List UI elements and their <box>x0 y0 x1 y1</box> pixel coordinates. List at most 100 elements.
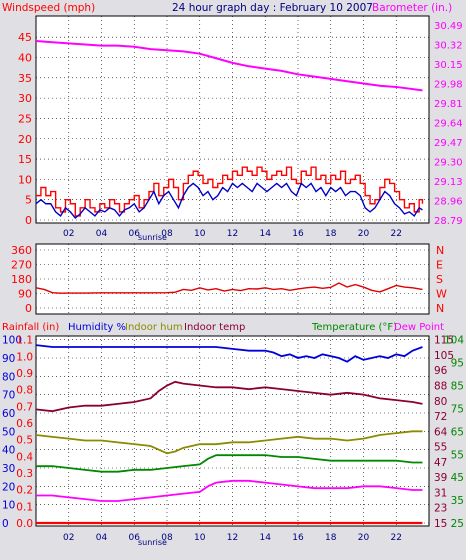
barometer-line <box>35 40 423 92</box>
rainfall-tick: 0.8 <box>16 385 33 397</box>
panel1-hour-labels: 02 04 06 08 10 12 14 16 18 20 22 <box>63 229 402 239</box>
hour-tick-label: 20 <box>358 533 370 543</box>
hour-tick-label: 14 <box>260 229 272 239</box>
wind-direction-grid <box>36 244 429 314</box>
humidity-tick: 30 <box>2 463 15 475</box>
hour-tick-label: 02 <box>63 229 74 239</box>
hour-tick-label: 06 <box>129 533 141 543</box>
wind-barometer-series <box>35 40 424 219</box>
humidity-temp-grid <box>36 336 429 526</box>
windspeed-tick: 5 <box>25 194 32 207</box>
indoor-temp-tick: 47 <box>434 457 447 469</box>
rainfall-tick: 0.4 <box>16 451 33 463</box>
temperature-line <box>36 454 423 473</box>
indoor-temp-tick: 39 <box>434 472 447 484</box>
barometer-axis-label: Barometer (in.) <box>372 2 452 14</box>
legend-indoor-temp: Indoor temp <box>184 322 245 333</box>
barometer-tick: 29.98 <box>434 80 463 91</box>
temperature-tick: 95 <box>451 358 464 370</box>
rainfall-tick: 0.5 <box>16 435 33 447</box>
rainfall-tick-labels: 0.0 0.1 0.2 0.3 0.4 0.5 0.6 0.7 0.8 0.9 1.0 1.1 <box>16 335 33 530</box>
humidity-tick-labels: 0 10 20 30 40 50 60 70 80 90 100 <box>2 335 22 530</box>
temperature-tick: 104 <box>444 335 464 347</box>
legend-rainfall: Rainfall (in) <box>2 322 59 333</box>
windspeed-tick-labels: 0 5 10 15 20 25 30 35 40 45 <box>18 31 32 227</box>
avg_wind-line <box>35 182 423 219</box>
panel3-hour-labels: 02 04 06 08 10 12 14 16 18 20 22 <box>63 533 402 543</box>
compass-tick: E <box>436 259 443 272</box>
wind-direction-line <box>35 282 423 294</box>
legend-temperature: Temperature (°F) <box>311 322 397 333</box>
hour-tick-label: 22 <box>391 533 402 543</box>
humidity-tick: 70 <box>2 390 15 402</box>
wind-barometer-plot-area <box>35 15 430 224</box>
indoor-temp-tick: 31 <box>434 487 447 499</box>
hour-tick-label: 20 <box>358 229 370 239</box>
legend-humidity: Humidity % <box>68 322 126 333</box>
hour-tick-label: 14 <box>260 533 272 543</box>
rainfall-tick: 1.0 <box>16 351 33 363</box>
indoor-temp-tick: 72 <box>434 411 447 423</box>
wind-direction-series <box>35 282 423 294</box>
barometer-tick: 28.96 <box>434 197 463 208</box>
indoor-temp-tick: 105 <box>434 350 454 362</box>
windspeed-tick: 40 <box>18 52 32 65</box>
indoor-temp-tick: 115 <box>434 335 454 347</box>
windspeed-tick: 10 <box>18 173 32 186</box>
hour-tick-label: 08 <box>161 229 173 239</box>
humidity-line <box>35 344 423 363</box>
temperature-tick: 65 <box>451 426 464 438</box>
hour-tick-label: 16 <box>292 533 304 543</box>
chart-title: 24 hour graph day : February 10 2007 <box>172 2 373 14</box>
humidity-tick: 10 <box>2 500 15 512</box>
windspeed-tick: 45 <box>18 31 32 44</box>
humidity-tick: 50 <box>2 426 15 438</box>
barometer-tick: 29.13 <box>434 177 463 188</box>
rainfall-tick: 0.9 <box>16 368 33 380</box>
barometer-tick: 30.49 <box>434 21 463 32</box>
dew_point-line <box>36 479 423 502</box>
temperature-tick: 45 <box>451 472 464 484</box>
direction-tick: 90 <box>18 288 32 301</box>
direction-tick: 180 <box>11 273 32 286</box>
hour-tick-label: 04 <box>96 229 108 239</box>
direction-tick: 270 <box>11 259 32 272</box>
hour-tick-label: 06 <box>129 229 141 239</box>
humidity-tick: 80 <box>2 371 15 383</box>
humidity-tick: 40 <box>2 445 15 457</box>
barometer-tick: 29.81 <box>434 99 463 110</box>
temperature-tick-labels: 25 35 45 55 65 75 85 95 104 <box>444 335 464 530</box>
indoor-temp-tick-labels: 15 23 31 39 47 55 64 72 80 88 96 105 115 <box>434 335 454 530</box>
windspeed-tick: 25 <box>18 112 32 125</box>
windspeed-tick: 15 <box>18 153 32 166</box>
indoor-temp-tick: 15 <box>434 518 447 530</box>
direction-tick: 360 <box>11 244 32 257</box>
windspeed-tick: 20 <box>18 133 32 146</box>
compass-tick: S <box>436 273 443 286</box>
humidity-tick: 0 <box>2 518 9 530</box>
rainfall-tick: 0.3 <box>16 468 33 480</box>
direction-tick: 0 <box>25 302 32 315</box>
windspeed-line <box>36 166 424 217</box>
rainfall-tick: 1.1 <box>16 335 33 347</box>
legend-indoor-hum: Indoor hum <box>125 322 183 333</box>
hour-tick-label: 08 <box>161 533 173 543</box>
humidity-tick: 60 <box>2 408 15 420</box>
rainfall-tick: 0.1 <box>16 501 33 513</box>
indoor-temp-tick: 80 <box>434 396 447 408</box>
humidity-temp-plot-area <box>35 335 430 527</box>
hour-tick-label: 22 <box>391 229 402 239</box>
barometer-tick: 29.47 <box>434 138 463 149</box>
indoor-temp-tick: 55 <box>434 442 447 454</box>
indoor_hum-line <box>35 430 423 455</box>
hour-tick-label: 04 <box>96 533 108 543</box>
temperature-tick: 85 <box>451 381 464 393</box>
barometer-tick: 29.64 <box>434 119 463 130</box>
sunrise-label-bottom: sunrise <box>138 538 167 547</box>
barometer-tick-labels: 28.79 28.96 29.13 29.30 29.47 29.64 29.81 29.98… <box>434 21 463 227</box>
hour-tick-label: 18 <box>325 533 337 543</box>
rainfall-tick: 0.0 <box>16 518 33 530</box>
